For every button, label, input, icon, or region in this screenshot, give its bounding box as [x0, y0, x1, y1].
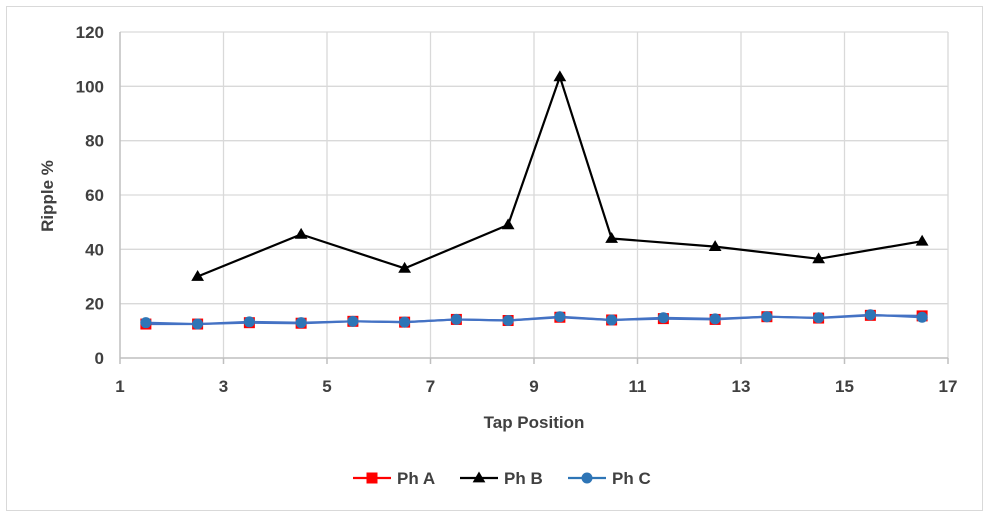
series-ph-c	[140, 309, 928, 330]
gridlines	[120, 31, 949, 358]
data-point-ph-c	[606, 314, 618, 326]
data-point-ph-b	[191, 270, 205, 281]
data-point-ph-c	[347, 315, 359, 327]
data-point-ph-c	[864, 309, 876, 321]
data-point-ph-c	[709, 313, 721, 325]
series-line-ph-c	[145, 313, 923, 326]
x-tick-label: 15	[835, 377, 854, 396]
y-tick-label: 40	[85, 240, 104, 259]
legend-label: Ph B	[504, 469, 543, 488]
data-point-ph-b	[605, 231, 619, 243]
series-ph-b	[191, 70, 929, 281]
data-point-ph-c	[243, 316, 255, 328]
data-point-ph-c	[813, 312, 825, 324]
y-tick-label: 20	[85, 295, 104, 314]
data-point-ph-c	[554, 311, 566, 323]
data-point-ph-b	[708, 240, 722, 252]
legend-item-ph-b: Ph B	[460, 469, 543, 488]
x-tick-label: 1	[115, 377, 124, 396]
data-point-ph-b	[812, 252, 826, 264]
data-point-ph-b	[915, 234, 929, 246]
y-tick-label: 100	[76, 77, 104, 96]
data-point-ph-c	[916, 311, 928, 323]
data-point-ph-c	[502, 315, 514, 327]
axes	[119, 32, 949, 364]
legend-swatch-marker	[581, 472, 593, 484]
data-point-ph-c	[192, 318, 204, 330]
x-tick-label: 7	[426, 377, 435, 396]
x-tick-label: 11	[629, 377, 647, 396]
y-tick-label: 80	[85, 132, 104, 151]
y-tick-label: 60	[85, 186, 104, 205]
data-point-ph-b	[294, 227, 308, 239]
legend: Ph A Ph B Ph C	[353, 469, 651, 488]
data-point-ph-c	[399, 316, 411, 328]
x-tick-label: 13	[732, 377, 751, 396]
data-point-ph-c	[140, 317, 152, 329]
data-point-ph-b	[398, 261, 412, 273]
y-tick-label: 0	[95, 349, 104, 368]
y-tick-label: 120	[76, 23, 104, 42]
series-group	[140, 70, 929, 330]
x-axis-title: Tap Position	[484, 413, 585, 432]
legend-label: Ph A	[397, 469, 435, 488]
y-axis-title: Ripple %	[38, 160, 57, 232]
x-tick-label: 5	[322, 377, 331, 396]
legend-label: Ph C	[612, 469, 651, 488]
data-point-ph-c	[450, 313, 462, 325]
data-point-ph-c	[657, 312, 669, 324]
data-point-ph-b	[553, 70, 567, 82]
legend-swatch-marker	[472, 471, 486, 483]
series-line-ph-b	[197, 75, 923, 278]
x-tick-label: 17	[939, 377, 958, 396]
legend-swatch-marker	[366, 472, 378, 484]
data-point-ph-c	[295, 317, 307, 329]
legend-item-ph-a: Ph A	[353, 469, 435, 488]
legend-item-ph-c: Ph C	[568, 469, 651, 488]
data-point-ph-c	[761, 311, 773, 323]
x-tick-label: 3	[219, 377, 228, 396]
data-point-ph-b	[501, 218, 515, 230]
x-tick-label: 9	[529, 377, 538, 396]
